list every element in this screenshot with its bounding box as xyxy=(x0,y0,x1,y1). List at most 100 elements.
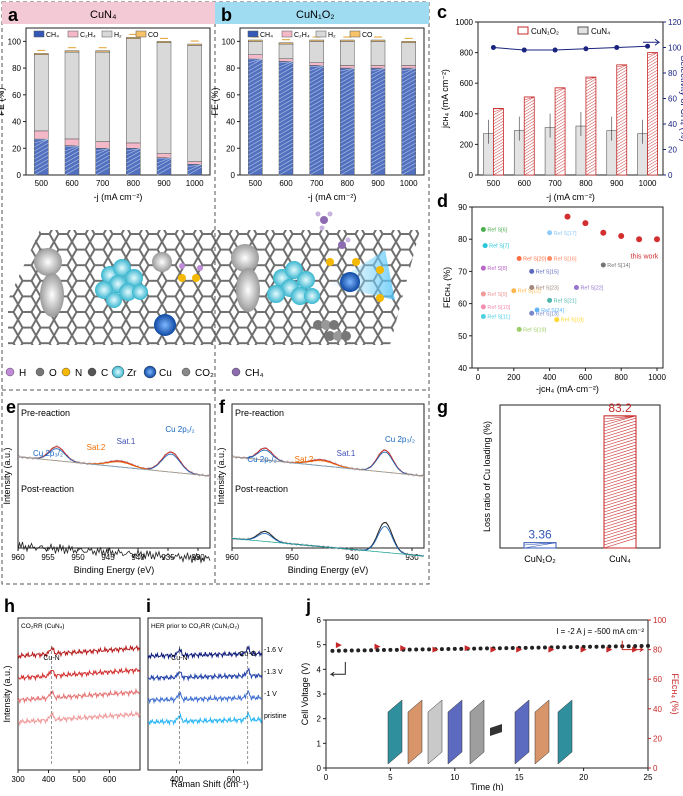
bar-C₂H₄ xyxy=(126,143,140,148)
x-tick-label: 900 xyxy=(610,179,624,188)
ref-point xyxy=(554,317,559,322)
legend-label: CH₄ xyxy=(46,32,59,39)
bar-CO xyxy=(310,40,324,41)
voltage-point xyxy=(414,648,418,652)
x-tick-label: 500 xyxy=(72,775,86,784)
selectivity-point xyxy=(491,45,496,50)
voltage-point xyxy=(485,646,489,650)
x-axis-label: Time (h) xyxy=(470,782,503,791)
y-tick-label: 70 xyxy=(458,267,467,276)
ref-label: Ref S[17] xyxy=(554,231,577,237)
y2-tick-label: 20 xyxy=(653,734,662,743)
voltage-point xyxy=(575,645,579,649)
bar-CO xyxy=(96,51,110,52)
bar-H₂ xyxy=(371,41,385,65)
y-tick-label: 200 xyxy=(460,140,474,149)
raman-spectrum xyxy=(148,712,262,725)
this-work-label: this work xyxy=(631,254,659,261)
x-tick-label: 600 xyxy=(227,775,241,784)
x-tick-label: 5 xyxy=(388,773,393,782)
plot-frame xyxy=(478,22,663,175)
selectivity-point xyxy=(614,45,619,50)
y-axis-label: Intensity (a.u.) xyxy=(2,665,12,722)
condition-label: I = -2 A j = -500 mA cm⁻² xyxy=(556,627,644,636)
legend-label: CH₄ xyxy=(260,32,273,39)
y2-tick-label: 60 xyxy=(653,675,662,684)
this-work-point xyxy=(565,214,571,220)
y-axis-label: Intensity (a.u.) xyxy=(2,447,12,504)
voltage-point xyxy=(530,646,534,650)
ref-label: Ref S[10] xyxy=(487,305,510,311)
x-tick-label: 500 xyxy=(487,179,501,188)
voltage-point xyxy=(479,647,483,651)
y-tick-label: 50 xyxy=(458,332,467,341)
y2-axis-label: Selectivity of CH₄ (%) xyxy=(679,55,683,141)
bar-C₂H₄ xyxy=(157,154,171,158)
peak-annotation: Sat.2 xyxy=(295,455,314,464)
title-b: CuN₁O₂ xyxy=(296,9,335,21)
x-tick-label: 950 xyxy=(71,553,85,562)
y-axis-label: FE (%) xyxy=(210,87,220,115)
bar-H₂ xyxy=(402,43,416,66)
cell-plate xyxy=(558,700,572,764)
plot-frame xyxy=(232,404,424,548)
x-tick-label: 200 xyxy=(507,373,521,382)
y-tick-label: 400 xyxy=(460,110,474,119)
bar-H₂ xyxy=(340,41,354,65)
bar-C₂H₄ xyxy=(34,131,48,139)
voltage-point xyxy=(594,645,598,649)
bar-C₂H₄ xyxy=(188,162,202,165)
bar-H₂ xyxy=(65,52,79,139)
legend-swatch xyxy=(68,31,78,37)
x-tick-label: 400 xyxy=(170,775,184,784)
voltage-point xyxy=(614,644,618,648)
voltage-point xyxy=(472,647,476,651)
ref-point xyxy=(529,285,534,290)
peak-annotation: Cu 2p₁/₂ xyxy=(165,425,194,434)
legend-label: H₂ xyxy=(328,32,336,39)
panel-letter-f: f xyxy=(219,397,226,417)
bar-CO xyxy=(371,40,385,41)
voltage-point xyxy=(421,647,425,651)
voltage-point xyxy=(511,646,515,650)
voltage-point xyxy=(459,647,463,651)
post-reaction-label: Post-reaction xyxy=(235,484,288,494)
voltage-point xyxy=(408,648,412,652)
ref-label: Ref S[18] xyxy=(561,318,584,324)
y2-tick-label: 100 xyxy=(653,616,667,625)
catalyst-illustration xyxy=(8,212,420,346)
ref-label: Ref S[16] xyxy=(554,257,577,263)
bar-H₂ xyxy=(310,41,324,62)
atom-symbol xyxy=(36,368,44,376)
y-tick-label: 6 xyxy=(317,616,322,625)
voltage-point xyxy=(369,648,373,652)
x-axis-label: -j (mA cm⁻²) xyxy=(546,192,595,202)
x-tick-label: 20 xyxy=(579,773,588,782)
bar-H₂ xyxy=(126,39,140,143)
atom-label: Zr xyxy=(127,368,137,379)
panel-letter-j: j xyxy=(305,596,311,616)
y-tick-label: 100 xyxy=(222,37,236,46)
voltage-point xyxy=(524,646,528,650)
y2-tick-label: 20 xyxy=(668,146,677,155)
ref-point xyxy=(535,308,540,313)
panel-letter-e: e xyxy=(6,397,16,417)
voltage-point xyxy=(356,648,360,652)
legend-label: CuN₄ xyxy=(591,27,610,36)
plot-frame xyxy=(326,620,648,768)
voltage-point xyxy=(395,648,399,652)
voltage-point xyxy=(601,645,605,649)
y-axis-label: FE (%) xyxy=(0,87,6,115)
x-tick-label: 500 xyxy=(35,179,49,188)
voltage-point xyxy=(427,647,431,651)
voltage-point xyxy=(627,644,631,648)
y-axis-label: Loss ratio of Cu loading (%) xyxy=(482,421,492,532)
y-tick-label: 1 xyxy=(317,739,322,748)
this-work-point xyxy=(600,230,606,236)
panel-letter-i: i xyxy=(146,596,151,616)
bar-CO xyxy=(248,40,262,41)
x-tick-label: 25 xyxy=(644,773,653,782)
